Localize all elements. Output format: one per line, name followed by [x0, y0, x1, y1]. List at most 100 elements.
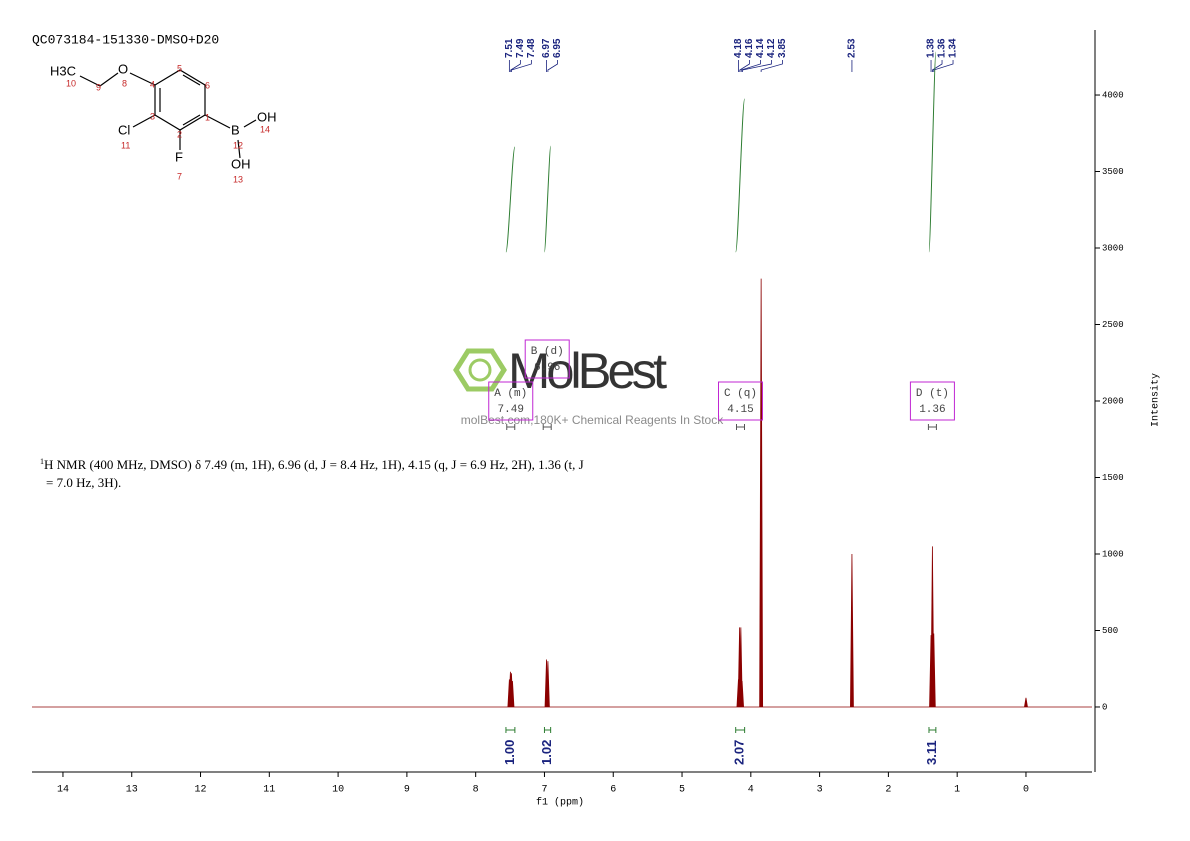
peak-label: 1.38	[926, 38, 937, 58]
atom: H3C	[50, 63, 76, 78]
atom-number: 9	[96, 82, 101, 92]
atom-number: 10	[66, 78, 76, 88]
atom-number: 2	[177, 129, 182, 139]
x-tick-label: 2	[885, 785, 891, 796]
annotation-text: H NMR (400 MHz, DMSO) δ 7.49 (m, 1H), 6.…	[44, 457, 584, 472]
peak-label-leader	[547, 60, 558, 72]
x-tick-label: 7	[541, 785, 547, 796]
bond	[79, 75, 101, 87]
atom-number: 13	[233, 174, 243, 184]
peak-label-leader	[511, 60, 532, 72]
logo	[453, 348, 507, 392]
multiplet-label: A (m)	[494, 388, 527, 400]
y-tick-label: 2500	[1102, 320, 1124, 330]
peak	[850, 553, 854, 707]
atom-number: 5	[177, 63, 182, 73]
bond	[99, 72, 119, 87]
atom-number: 3	[150, 111, 155, 121]
integral-bracket	[928, 727, 937, 733]
x-tick-label: 8	[473, 785, 479, 796]
x-tick-label: 1	[954, 785, 960, 796]
atom-number: 6	[205, 80, 210, 90]
x-tick-label: 6	[610, 785, 616, 796]
x-tick-label: 9	[404, 785, 410, 796]
peak-label-leader	[932, 60, 943, 72]
molecule	[79, 69, 257, 159]
y-tick-label: 1000	[1102, 549, 1124, 559]
multiplet-range	[506, 424, 516, 430]
annotation-sup: 1	[40, 457, 44, 466]
peak-label-leader	[510, 60, 521, 72]
bond	[182, 114, 201, 126]
y-tick-label: 500	[1102, 626, 1118, 636]
peak	[510, 680, 515, 708]
atom: B	[231, 122, 240, 137]
bond	[132, 114, 156, 128]
multiplet-box	[909, 381, 955, 421]
watermark-text: MolBest	[508, 343, 667, 399]
atom-number: 8	[122, 78, 127, 88]
atom-number: 1	[205, 112, 210, 122]
multiplet-label: B (d)	[531, 346, 564, 358]
annotation: 1H NMR (400 MHz, DMSO) δ 7.49 (m, 1H), 6…	[40, 457, 584, 472]
x-axis-label: f1 (ppm)	[536, 797, 584, 809]
peak-label: 6.95	[552, 38, 563, 58]
x-tick-label: 0	[1023, 785, 1029, 796]
atom-numbers: 10 9 8 4 5 6 3 2 1 11 7 12 14 13	[66, 63, 270, 184]
peak-label: 4.18	[733, 38, 744, 58]
peak-label: 4.12	[766, 38, 777, 58]
integral-curve	[505, 146, 516, 253]
multiplet-box	[488, 381, 534, 421]
peak-label: 1.36	[937, 38, 948, 58]
multiplet-box	[524, 339, 570, 379]
y-tick-label: 3500	[1102, 167, 1124, 177]
integral-label: 1.00	[502, 740, 517, 765]
bond	[182, 74, 201, 86]
peak-label-leader	[739, 60, 750, 72]
peak-label-leader	[760, 60, 783, 72]
atom: OH	[231, 156, 251, 171]
peak-label: 7.48	[526, 38, 537, 58]
peak-label: 3.85	[777, 38, 788, 58]
integral-bracket	[505, 727, 516, 733]
atom-number: 4	[150, 79, 155, 89]
atom-labels: H3C O Cl F B OH OH	[50, 61, 277, 171]
peak-label: 4.14	[755, 38, 766, 58]
integral-curve	[543, 145, 552, 253]
peak-label-leader	[740, 60, 761, 72]
bond	[243, 119, 257, 128]
integral-curve	[735, 98, 746, 253]
multiplet-range	[927, 424, 937, 430]
peak	[545, 661, 550, 707]
multiplet-range	[736, 424, 746, 430]
multiplet-shift: 1.36	[919, 404, 945, 416]
atom-number: 12	[233, 140, 243, 150]
atom: OH	[257, 109, 277, 124]
atom-number: 11	[121, 140, 130, 150]
watermark-sub: molBest.com,180K+ Chemical Reagents In S…	[461, 413, 724, 427]
atom: F	[175, 149, 183, 164]
multiplet-shift: 4.15	[727, 404, 753, 416]
chart-title: QC073184-151330-DMSO+D20	[32, 32, 219, 47]
integral-bracket	[735, 727, 746, 733]
peak-label: 1.34	[948, 38, 959, 58]
peak-label: 4.16	[744, 38, 755, 58]
integral-label: 2.07	[732, 740, 747, 765]
y-tick-label: 0	[1102, 702, 1107, 712]
y-axis-label: Intensity	[1150, 373, 1162, 427]
multiplet-box	[718, 381, 764, 421]
peak-label-leader	[742, 60, 772, 72]
integral-bracket	[543, 727, 552, 733]
multiplet-shift: 6.96	[534, 362, 560, 374]
peak	[931, 633, 936, 707]
y-tick-label: 3000	[1102, 243, 1124, 253]
integral-curve	[928, 51, 937, 253]
integral-label: 3.11	[924, 740, 939, 765]
peak-label: 2.53	[847, 38, 858, 58]
atom: O	[118, 61, 128, 76]
peak	[1024, 697, 1028, 708]
peak-label-leader	[933, 60, 954, 72]
x-tick-label: 4	[748, 785, 754, 796]
atom: Cl	[118, 122, 130, 137]
y-tick-label: 1500	[1102, 473, 1124, 483]
